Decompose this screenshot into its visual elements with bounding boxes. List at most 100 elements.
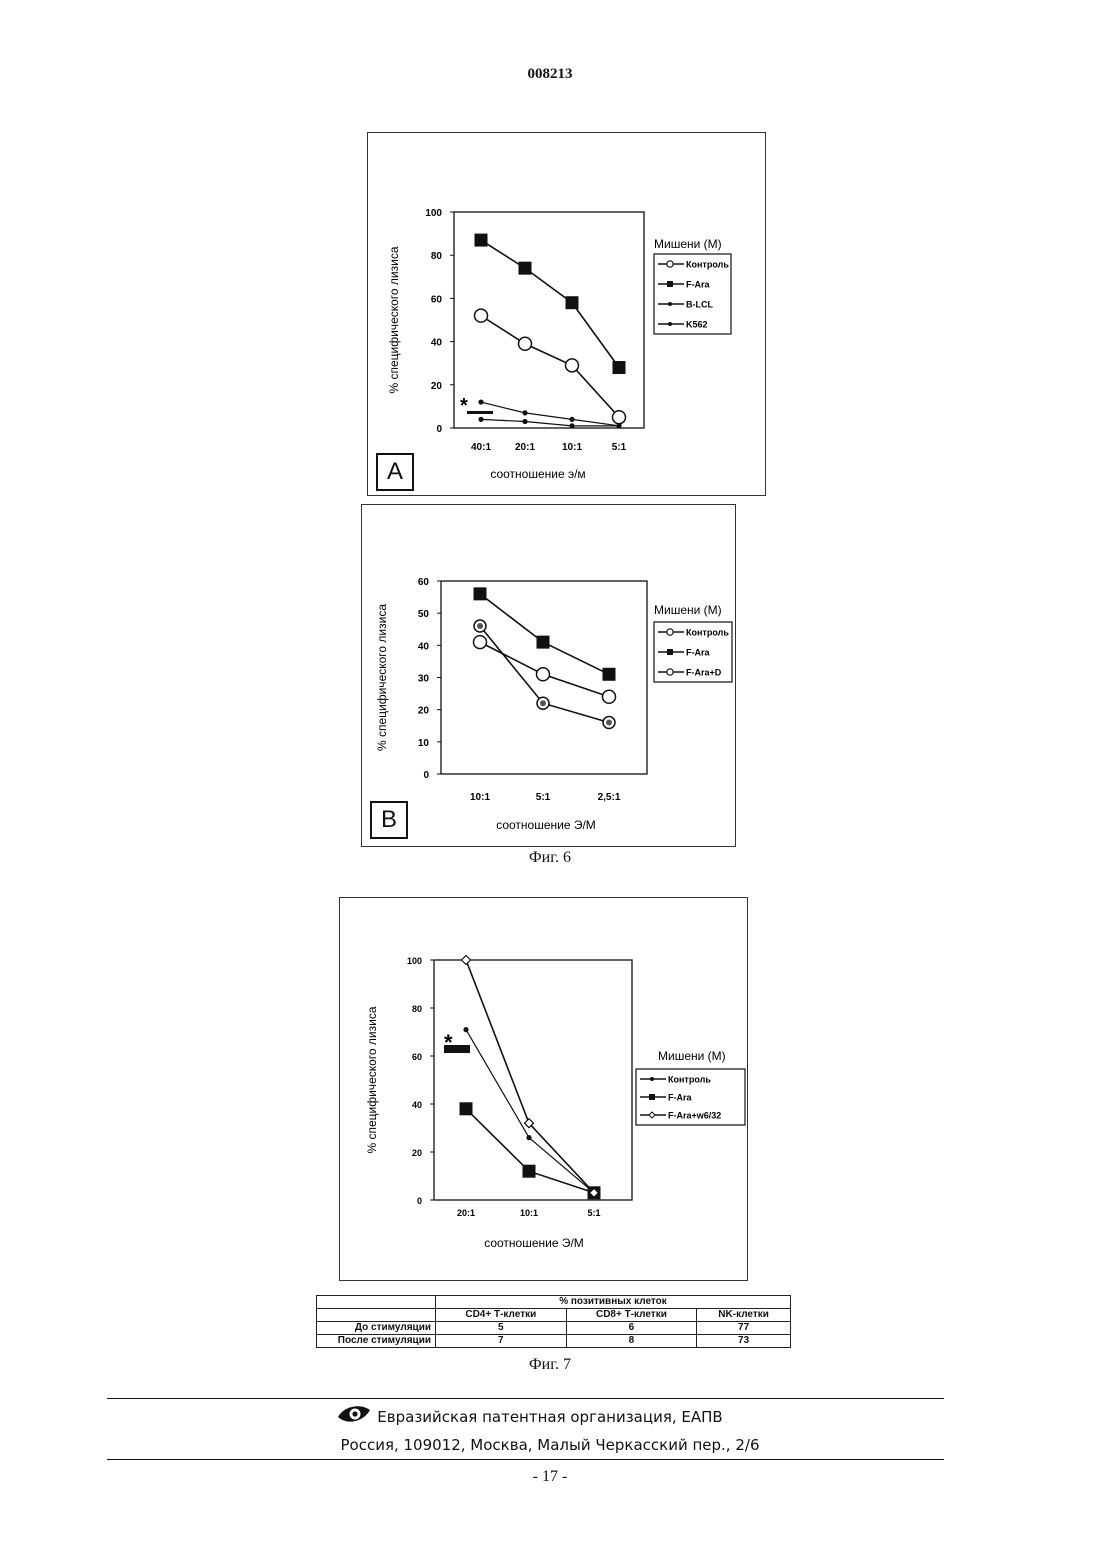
series-line-1 — [480, 594, 609, 674]
series-line-1 — [481, 240, 619, 367]
series-line-0 — [481, 316, 619, 418]
y-tick-label: 10 — [418, 738, 430, 749]
footer-bottom-rule — [107, 1459, 944, 1460]
data-point — [526, 1135, 531, 1140]
series-line-2 — [481, 402, 619, 426]
legend-swatch-marker — [668, 322, 672, 326]
legend-title: Мишени (М) — [654, 237, 722, 251]
plot-area — [434, 960, 632, 1200]
legend-swatch-marker — [649, 1094, 655, 1100]
data-point — [603, 668, 616, 681]
series-line-2 — [466, 960, 594, 1193]
x-tick-label: 10:1 — [470, 792, 490, 803]
row-label-before: До стимуляции — [317, 1322, 436, 1335]
y-tick-label: 100 — [425, 208, 442, 219]
y-tick-label: 0 — [417, 1196, 422, 1206]
legend-title: Мишени (М) — [654, 603, 722, 617]
significance-bar — [467, 411, 493, 414]
legend-swatch-marker — [667, 629, 673, 635]
legend-label: F-Ara — [668, 1093, 692, 1103]
legend-label: K562 — [686, 320, 708, 330]
x-axis-label: соотношение Э/М — [484, 1236, 584, 1250]
data-point — [569, 417, 574, 422]
legend-label: Контроль — [686, 260, 729, 270]
data-point — [613, 361, 626, 374]
data-point — [519, 337, 532, 350]
row-label-after: После стимуляции — [317, 1335, 436, 1348]
y-tick-label: 80 — [431, 251, 443, 262]
footer-top-rule — [107, 1398, 944, 1399]
x-tick-label: 2,5:1 — [598, 792, 621, 803]
y-tick-label: 0 — [436, 424, 442, 435]
document-number: 008213 — [0, 66, 1100, 83]
y-tick-label: 60 — [431, 294, 443, 305]
data-point — [566, 296, 579, 309]
legend-swatch-marker — [650, 1077, 654, 1081]
figure6-caption: Фиг. 6 — [0, 849, 1100, 867]
table-group-header: % позитивных клеток — [436, 1296, 791, 1309]
y-tick-label: 20 — [431, 381, 443, 392]
legend-label: F-Ara — [686, 280, 710, 290]
y-tick-label: 60 — [412, 1052, 422, 1062]
legend-swatch-marker — [667, 649, 673, 655]
x-tick-label: 5:1 — [587, 1208, 600, 1218]
table-cell: 6 — [566, 1322, 697, 1335]
figure7-panel: 02040608010020:110:15:1% специфического … — [339, 897, 748, 1281]
y-tick-label: 20 — [418, 706, 430, 717]
x-axis-label: соотношение Э/М — [496, 818, 596, 832]
column-header-cd8: CD8+ Т-клетки — [566, 1309, 697, 1322]
significance-bar — [444, 1045, 470, 1053]
figure7-chart: 02040608010020:110:15:1% специфического … — [340, 898, 747, 1280]
y-tick-label: 50 — [418, 609, 430, 620]
figure6-panel-a-chart: 02040608010040:120:110:15:1% специфическ… — [368, 133, 765, 495]
page-number: - 17 - — [0, 1468, 1100, 1486]
data-point — [474, 636, 487, 649]
y-tick-label: 0 — [423, 770, 429, 781]
data-point — [522, 419, 527, 424]
legend-swatch-marker — [667, 261, 673, 267]
data-point — [462, 956, 471, 965]
y-tick-label: 40 — [418, 641, 430, 652]
table-cell: 73 — [697, 1335, 791, 1348]
data-point — [537, 668, 550, 681]
legend-swatch-marker — [667, 669, 673, 675]
panel-a-letter: A — [376, 453, 414, 491]
significance-asterisk: * — [460, 395, 468, 417]
figure6-panel-a: 02040608010040:120:110:15:1% специфическ… — [367, 132, 766, 496]
y-axis-label: % специфического лизиса — [375, 604, 389, 751]
x-tick-label: 20:1 — [457, 1208, 475, 1218]
legend-label: F-Ara+w6/32 — [668, 1111, 721, 1121]
data-point-fill — [477, 623, 483, 629]
data-point — [463, 1027, 468, 1032]
legend-label: F-Ara — [686, 648, 710, 658]
positive-cells-table: % позитивных клеток CD4+ Т-клетки CD8+ Т… — [316, 1295, 791, 1348]
data-point — [566, 359, 579, 372]
table-corner-cell — [317, 1296, 436, 1309]
data-point — [613, 411, 626, 424]
footer-address: Россия, 109012, Москва, Малый Черкасский… — [0, 1436, 1100, 1454]
data-point — [569, 423, 574, 428]
column-header-cd4: CD4+ Т-клетки — [436, 1309, 567, 1322]
data-point — [616, 423, 621, 428]
table-row: До стимуляции 5 6 77 — [317, 1322, 791, 1335]
data-point — [475, 309, 488, 322]
data-point — [519, 262, 532, 275]
data-point — [460, 1102, 473, 1115]
legend-swatch-marker — [668, 302, 672, 306]
y-tick-label: 40 — [431, 338, 443, 349]
y-tick-label: 100 — [407, 956, 422, 966]
footer-organization: Евразийская патентная организация, ЕАПВ — [0, 1408, 1100, 1426]
x-tick-label: 20:1 — [515, 442, 535, 453]
legend-title: Мишени (М) — [658, 1049, 726, 1063]
table-cell: 77 — [697, 1322, 791, 1335]
y-tick-label: 40 — [412, 1100, 422, 1110]
legend-label: Контроль — [686, 628, 729, 638]
figure7-caption: Фиг. 7 — [0, 1356, 1100, 1374]
table-row: После стимуляции 7 8 73 — [317, 1335, 791, 1348]
data-point — [603, 690, 616, 703]
data-point — [474, 587, 487, 600]
x-tick-label: 5:1 — [536, 792, 551, 803]
y-tick-label: 20 — [412, 1148, 422, 1158]
data-point — [475, 234, 488, 247]
legend-label: B-LCL — [686, 300, 713, 310]
